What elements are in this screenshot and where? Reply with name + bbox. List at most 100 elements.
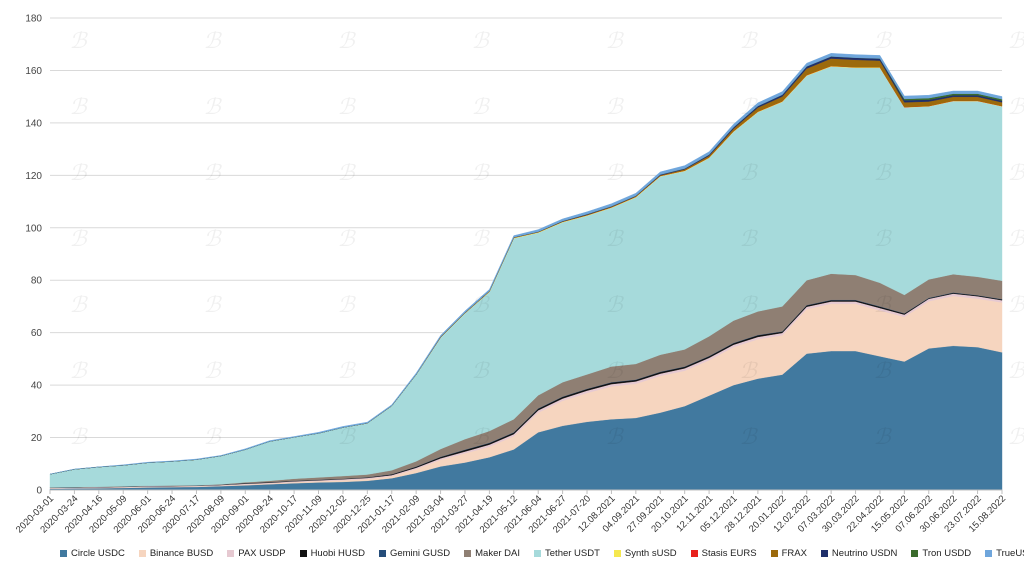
legend-item: Gemini GUSD [378, 544, 451, 562]
watermark-logo: ℬ [739, 358, 758, 383]
legend-label: Huobi HUSD [310, 547, 365, 559]
legend-label: Stasis EURS [701, 547, 757, 559]
legend-label: Tether USDT [545, 547, 600, 559]
watermark-logo: ℬ [337, 226, 356, 251]
legend-swatch [534, 549, 542, 557]
watermark-logo: ℬ [337, 160, 356, 185]
legend-label: Binance BUSD [149, 547, 214, 559]
legend-item: Binance BUSD [138, 544, 214, 562]
legend-swatch [911, 549, 919, 557]
watermark-logo: ℬ [1007, 292, 1024, 317]
legend-item: TrueUSD [985, 544, 1024, 562]
legend-label: Circle USDC [71, 547, 125, 559]
watermark-logo: ℬ [873, 358, 892, 383]
watermark-logo: ℬ [69, 28, 88, 53]
watermark-logo: ℬ [1007, 226, 1024, 251]
legend-label: Tron USDD [922, 547, 972, 559]
watermark-logo: ℬ [873, 226, 892, 251]
y-tick-label: 80 [31, 276, 43, 287]
watermark-logo: ℬ [605, 358, 624, 383]
watermark-logo: ℬ [337, 358, 356, 383]
legend-label: Maker DAI [475, 547, 521, 559]
watermark-logo: ℬ [203, 160, 222, 185]
y-tick-label: 100 [25, 223, 42, 234]
legend-label: FRAX [781, 547, 807, 559]
legend-swatch [613, 549, 621, 557]
watermark-logo: ℬ [337, 424, 356, 449]
legend-item: Neutrino USDN [820, 544, 898, 562]
watermark-logo: ℬ [739, 226, 758, 251]
watermark-logo: ℬ [69, 94, 88, 119]
watermark-logo: ℬ [471, 358, 490, 383]
watermark-logo: ℬ [605, 160, 624, 185]
watermark-logo: ℬ [471, 226, 490, 251]
legend-item: Circle USDC [60, 544, 125, 562]
watermark-logo: ℬ [739, 160, 758, 185]
legend-swatch [464, 549, 472, 557]
watermark-logo: ℬ [605, 28, 624, 53]
watermark-logo: ℬ [873, 424, 892, 449]
watermark-logo: ℬ [69, 292, 88, 317]
y-tick-label: 20 [31, 433, 43, 444]
legend-label: Synth sUSD [624, 547, 677, 559]
watermark-logo: ℬ [873, 94, 892, 119]
legend-swatch [770, 549, 778, 557]
watermark-logo: ℬ [1007, 160, 1024, 185]
legend-item: Synth sUSD [613, 544, 677, 562]
watermark-logo: ℬ [605, 424, 624, 449]
y-tick-label: 120 [25, 171, 42, 182]
legend-item: Tether USDT [534, 544, 600, 562]
watermark: ℬ ℬ ℬ ℬ ℬ ℬ ℬ ℬ ℬ ℬ ℬ ℬ ℬ ℬ ℬ ℬ ℬ ℬ ℬ ℬ ℬ ℬ ℬ ℬ ℬ ℬ ℬ ℬ ℬ ℬ ℬ ℬ ℬ ℬ ℬ ℬ ℬ ℬ ℬ ℬ… [69, 28, 1024, 449]
watermark-logo: ℬ [337, 292, 356, 317]
y-tick-label: 160 [25, 66, 42, 77]
watermark-logo: ℬ [1007, 424, 1024, 449]
legend-swatch [60, 549, 67, 557]
watermark-logo: ℬ [471, 424, 490, 449]
watermark-logo: ℬ [337, 28, 356, 53]
y-tick-label: 60 [31, 328, 43, 339]
legend-label: TrueUSD [996, 547, 1024, 559]
watermark-logo: ℬ [203, 94, 222, 119]
legend-swatch [690, 549, 698, 557]
y-tick-label: 140 [25, 118, 42, 129]
watermark-logo: ℬ [605, 226, 624, 251]
watermark-logo: ℬ [739, 28, 758, 53]
legend-swatch [985, 549, 993, 557]
y-tick-label: 180 [25, 14, 42, 25]
watermark-logo: ℬ [203, 358, 222, 383]
legend-swatch [378, 549, 386, 557]
legend-label: Gemini GUSD [389, 547, 451, 559]
watermark-logo: ℬ [69, 358, 88, 383]
legend-item: Stasis EURS [690, 544, 757, 562]
legend-swatch [299, 549, 307, 557]
watermark-logo: ℬ [69, 160, 88, 185]
watermark-logo: ℬ [873, 292, 892, 317]
legend-item: Tron USDD [911, 544, 971, 562]
watermark-logo: ℬ [739, 424, 758, 449]
watermark-logo: ℬ [471, 160, 490, 185]
watermark-logo: ℬ [203, 292, 222, 317]
watermark-logo: ℬ [203, 424, 222, 449]
legend-swatch [138, 549, 146, 557]
legend-swatch [820, 549, 828, 557]
watermark-logo: ℬ [1007, 94, 1024, 119]
legend-label: Neutrino USDN [831, 547, 898, 559]
watermark-logo: ℬ [471, 292, 490, 317]
watermark-logo: ℬ [471, 28, 490, 53]
area-trueusd [49, 53, 1003, 475]
legend-swatch [227, 549, 235, 557]
watermark-logo: ℬ [337, 94, 356, 119]
legend-item: PAX USDP [227, 544, 286, 562]
watermark-logo: ℬ [1007, 28, 1024, 53]
watermark-logo: ℬ [605, 292, 624, 317]
watermark-logo: ℬ [471, 94, 490, 119]
legend-item: Maker DAI [464, 544, 520, 562]
legend-label: PAX USDP [238, 547, 286, 559]
legend: Circle USDC Binance BUSD PAX USDP Huobi HUS… [60, 544, 1024, 562]
watermark-logo: ℬ [1007, 358, 1024, 383]
y-tick-label: 40 [31, 381, 43, 392]
area-series [49, 53, 1003, 491]
watermark-logo: ℬ [69, 424, 88, 449]
legend-item: Huobi HUSD [299, 544, 365, 562]
